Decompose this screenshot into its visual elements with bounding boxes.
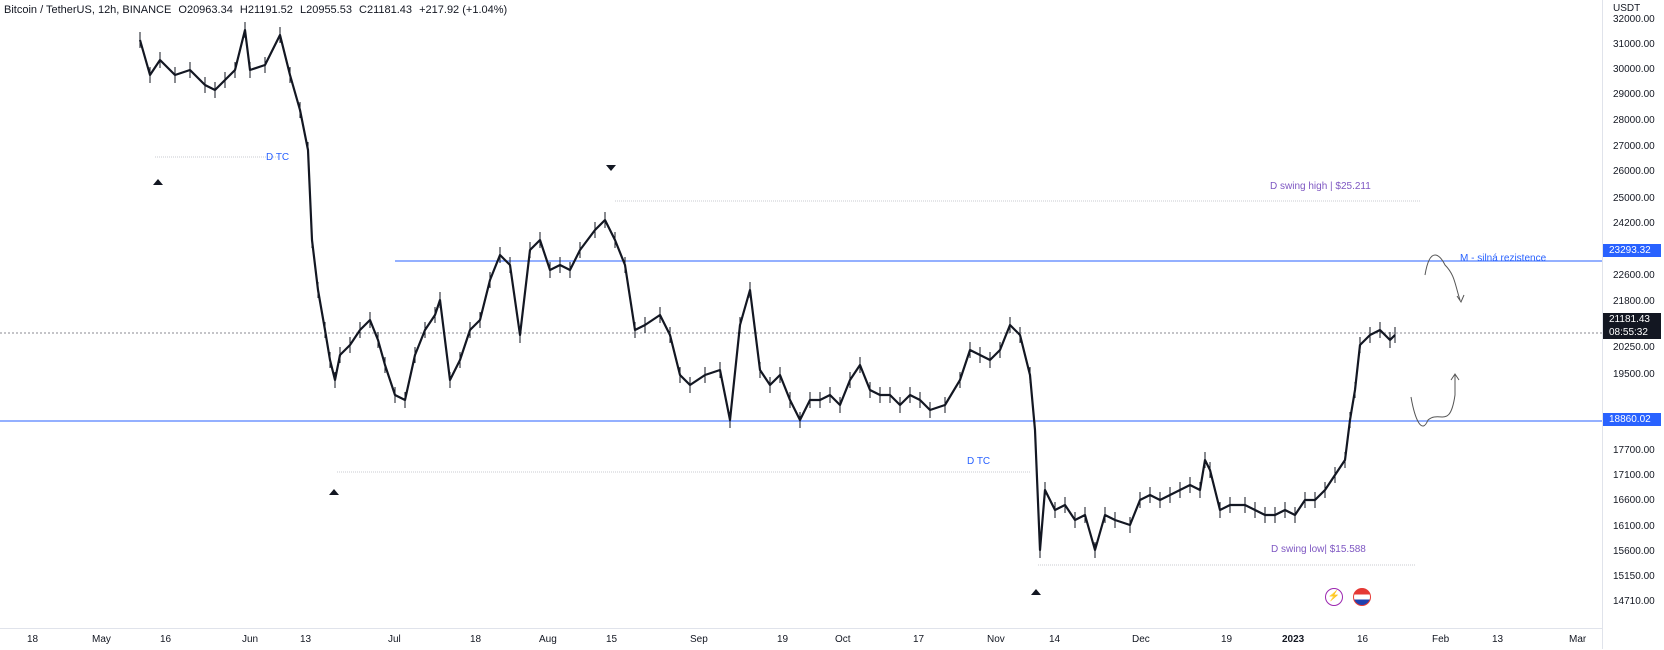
time-tick: Mar: [1569, 634, 1587, 645]
price-tick: 17100.00: [1613, 470, 1655, 481]
open-value: O20963.34: [178, 4, 233, 16]
time-tick: 19: [777, 634, 789, 645]
projection-down-path: [1424, 254, 1461, 301]
us-flag-icon[interactable]: [1353, 588, 1371, 606]
time-axis[interactable]: 18 May 16 Jun 13 Jul 18 Aug 15 Sep 19 Oct 17 Nov 14 Dec…: [0, 628, 1602, 650]
time-tick: 13: [300, 634, 312, 645]
price-tick: 16100.00: [1613, 521, 1655, 532]
price-tick: 31000.00: [1613, 39, 1655, 50]
time-tick: Sep: [690, 634, 708, 645]
time-tick: 13: [1492, 634, 1504, 645]
price-tick: 29000.00: [1613, 89, 1655, 100]
price-tick: 26000.00: [1613, 166, 1655, 177]
price-tick: 14710.00: [1613, 596, 1655, 607]
chart-area[interactable]: Bitcoin / TetherUS, 12h, BINANCE O20963.…: [0, 0, 1602, 628]
lightning-icon[interactable]: ⚡: [1325, 588, 1343, 606]
high-value: H21191.52: [239, 4, 293, 16]
swing-marker-icon: [153, 179, 163, 185]
time-tick: 17: [913, 634, 925, 645]
time-tick: 14: [1049, 634, 1061, 645]
price-tick: 30000.00: [1613, 64, 1655, 75]
price-tick: 15600.00: [1613, 546, 1655, 557]
time-tick: Jul: [388, 634, 401, 645]
price-tick: 17700.00: [1613, 445, 1655, 456]
price-tick: 15150.00: [1613, 571, 1655, 582]
time-tick: Nov: [987, 634, 1005, 645]
price-axis[interactable]: USDT 32000.00 31000.00 30000.00 29000.00 280…: [1602, 0, 1664, 649]
time-tick: 16: [160, 634, 172, 645]
swing-high-label: D swing high | $25.211: [1270, 181, 1371, 192]
current-price-badge: 21181.43: [1603, 313, 1661, 326]
time-tick: Jun: [242, 634, 259, 645]
time-tick: 16: [1357, 634, 1369, 645]
price-tick: 24200.00: [1613, 218, 1655, 229]
symbol-header: Bitcoin / TetherUS, 12h, BINANCE O20963.…: [4, 4, 511, 16]
price-tick: 27000.00: [1613, 141, 1655, 152]
price-tick: 16600.00: [1613, 495, 1655, 506]
support-price-badge: 18860.02: [1603, 413, 1661, 426]
price-tick: 22600.00: [1613, 270, 1655, 281]
time-tick: Dec: [1132, 634, 1150, 645]
resistance-price-badge: 23293.32: [1603, 244, 1661, 257]
resistance-label: M - silná rezistence: [1460, 253, 1547, 264]
swing-marker-icon: [606, 165, 616, 171]
time-tick: 15: [606, 634, 618, 645]
currency-label: USDT: [1613, 3, 1641, 14]
price-tick: 25000.00: [1613, 193, 1655, 204]
low-value: L20955.53: [299, 4, 352, 16]
projection-up-path: [1410, 375, 1456, 427]
time-tick: Aug: [539, 634, 557, 645]
time-tick: 18: [470, 634, 482, 645]
time-tick: 19: [1221, 634, 1233, 645]
dtc-top-label: D TC: [266, 152, 290, 163]
price-chart[interactable]: [0, 0, 1602, 628]
swing-marker-icon: [329, 489, 339, 495]
time-tick: 2023: [1282, 634, 1305, 645]
time-tick: 18: [27, 634, 39, 645]
dtc-bottom-label: D TC: [967, 456, 991, 467]
symbol-name[interactable]: Bitcoin / TetherUS, 12h, BINANCE: [4, 4, 172, 16]
time-tick: May: [92, 634, 111, 645]
change-value: +217.92 (+1.04%): [419, 4, 508, 16]
swing-low-label: D swing low| $15.588: [1271, 544, 1366, 555]
countdown-badge: 08:55:32: [1603, 326, 1661, 339]
price-tick: 19500.00: [1613, 369, 1655, 380]
time-tick: Oct: [835, 634, 851, 645]
arrow-icon: [1456, 294, 1465, 304]
price-tick: 20250.00: [1613, 342, 1655, 353]
price-tick: 28000.00: [1613, 115, 1655, 126]
price-tick: 21800.00: [1613, 296, 1655, 307]
close-value: C21181.43: [359, 4, 413, 16]
price-tick: 32000.00: [1613, 14, 1655, 25]
time-tick: Feb: [1432, 634, 1450, 645]
arrow-icon: [1450, 373, 1460, 381]
swing-marker-icon: [1031, 589, 1041, 595]
